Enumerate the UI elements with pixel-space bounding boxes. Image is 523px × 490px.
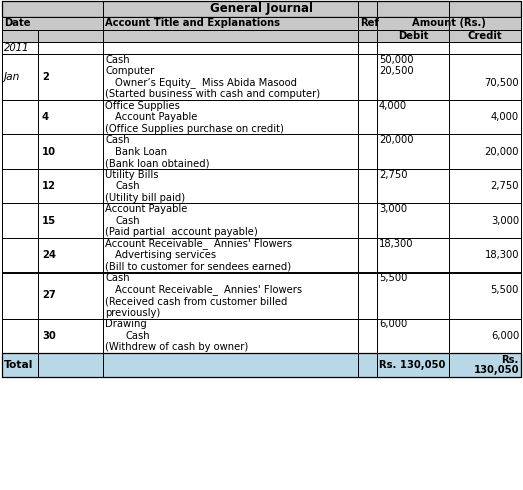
Text: 3,000: 3,000 — [379, 204, 407, 214]
Text: 6,000: 6,000 — [379, 319, 407, 329]
Text: 2011: 2011 — [4, 43, 29, 53]
Text: 2: 2 — [42, 72, 49, 82]
Text: General Journal: General Journal — [210, 2, 313, 16]
Bar — [2, 169, 521, 203]
Text: Debit: Debit — [398, 31, 428, 41]
Text: 15: 15 — [42, 216, 56, 226]
Text: 6,000: 6,000 — [491, 331, 519, 341]
Text: 18,300: 18,300 — [484, 250, 519, 260]
Text: 5,500: 5,500 — [379, 273, 407, 283]
Text: 5,500: 5,500 — [491, 285, 519, 295]
Text: Rs.: Rs. — [502, 355, 519, 365]
Text: 12: 12 — [42, 181, 56, 191]
Text: 70,500: 70,500 — [484, 78, 519, 88]
Text: Cash: Cash — [125, 331, 150, 341]
Bar — [2, 17, 521, 30]
Bar — [2, 100, 521, 134]
Text: Ref: Ref — [360, 19, 379, 28]
Text: Computer: Computer — [105, 66, 154, 76]
Text: (Paid partial  account payable): (Paid partial account payable) — [105, 227, 258, 237]
Text: Amount (Rs.): Amount (Rs.) — [412, 19, 486, 28]
Text: Office Supplies: Office Supplies — [105, 101, 180, 111]
Text: 20,000: 20,000 — [484, 147, 519, 157]
Text: 4,000: 4,000 — [491, 112, 519, 122]
Text: Total: Total — [4, 360, 33, 370]
Text: Owner’s Equity_  Miss Abida Masood: Owner’s Equity_ Miss Abida Masood — [115, 77, 297, 88]
Text: (Bank loan obtained): (Bank loan obtained) — [105, 158, 210, 168]
Text: Date: Date — [4, 19, 30, 28]
Text: 130,050: 130,050 — [473, 365, 519, 375]
Text: Cash: Cash — [105, 135, 130, 145]
Text: Jan: Jan — [4, 72, 20, 82]
Text: 2,750: 2,750 — [491, 181, 519, 191]
Bar — [2, 30, 521, 42]
Text: 20,500: 20,500 — [379, 66, 414, 76]
Text: (Bill to customer for sendees earned): (Bill to customer for sendees earned) — [105, 262, 291, 272]
Text: 20,000: 20,000 — [379, 135, 414, 145]
Text: 4,000: 4,000 — [379, 101, 407, 111]
Text: 3,000: 3,000 — [491, 216, 519, 226]
Text: Cash: Cash — [105, 273, 130, 283]
Text: (Office Supplies purchase on credit): (Office Supplies purchase on credit) — [105, 124, 284, 134]
Text: (Received cash from customer billed: (Received cash from customer billed — [105, 296, 287, 306]
Text: Account Receivable_  Annies' Flowers: Account Receivable_ Annies' Flowers — [105, 238, 292, 249]
Text: (Started business with cash and computer): (Started business with cash and computer… — [105, 89, 320, 99]
Text: Account Payable: Account Payable — [105, 204, 187, 214]
Text: 27: 27 — [42, 291, 56, 300]
Bar — [2, 203, 521, 238]
Text: (Withdrew of cash by owner): (Withdrew of cash by owner) — [105, 342, 248, 352]
Bar — [2, 1, 521, 17]
Text: (Utility bill paid): (Utility bill paid) — [105, 193, 185, 203]
Bar — [2, 272, 521, 318]
Text: Account Receivable_  Annies' Flowers: Account Receivable_ Annies' Flowers — [115, 284, 302, 295]
Text: 18,300: 18,300 — [379, 239, 414, 249]
Bar — [2, 318, 521, 353]
Text: 24: 24 — [42, 250, 56, 260]
Text: Advertising services: Advertising services — [115, 250, 216, 260]
Text: Utility Bills: Utility Bills — [105, 170, 158, 180]
Text: 4: 4 — [42, 112, 49, 122]
Text: Cash: Cash — [105, 55, 130, 65]
Bar — [2, 42, 521, 54]
Bar — [2, 54, 521, 100]
Text: 10: 10 — [42, 147, 56, 157]
Text: 50,000: 50,000 — [379, 55, 414, 65]
Text: Cash: Cash — [115, 216, 140, 226]
Text: Bank Loan: Bank Loan — [115, 147, 167, 157]
Text: 30: 30 — [42, 331, 56, 341]
Text: Rs. 130,050: Rs. 130,050 — [379, 360, 446, 370]
Text: Drawing: Drawing — [105, 319, 147, 329]
Bar — [2, 134, 521, 169]
Bar — [2, 238, 521, 272]
Text: previously): previously) — [105, 308, 160, 318]
Text: 2,750: 2,750 — [379, 170, 407, 180]
Bar — [2, 353, 521, 377]
Text: Account Payable: Account Payable — [115, 112, 197, 122]
Text: Account Title and Explanations: Account Title and Explanations — [105, 19, 280, 28]
Text: Cash: Cash — [115, 181, 140, 191]
Text: Credit: Credit — [468, 31, 502, 41]
